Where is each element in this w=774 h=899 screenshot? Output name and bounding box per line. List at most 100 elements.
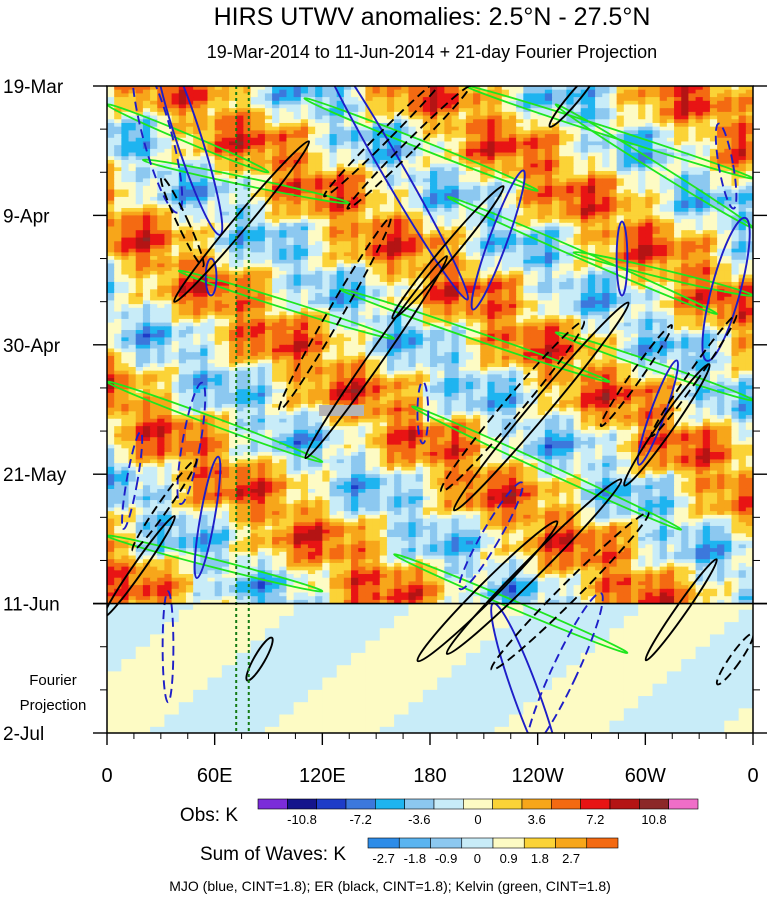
- anomaly-cell: [351, 115, 359, 120]
- anomaly-cell: [315, 93, 323, 98]
- anomaly-cell: [738, 230, 747, 235]
- anomaly-cell: [580, 256, 589, 261]
- anomaly-cell: [609, 204, 618, 209]
- anomaly-cell: [185, 219, 194, 224]
- anomaly-cell: [185, 256, 194, 261]
- anomaly-cell: [379, 285, 388, 290]
- anomaly-cell: [717, 233, 725, 239]
- anomaly-cell: [422, 233, 431, 239]
- anomaly-cell: [645, 111, 654, 117]
- anomaly-cell: [114, 159, 122, 165]
- anomaly-cell: [372, 86, 381, 91]
- anomaly-cell: [630, 152, 639, 157]
- anomaly-cell: [473, 130, 481, 135]
- anomaly-cell: [630, 93, 639, 98]
- anomaly-cell: [537, 182, 546, 187]
- anomaly-cell: [422, 126, 431, 131]
- anomaly-cell: [681, 130, 689, 135]
- anomaly-cell: [422, 252, 431, 257]
- anomaly-cell: [214, 274, 223, 279]
- anomaly-cell: [107, 108, 115, 113]
- anomaly-cell: [365, 259, 374, 265]
- anomaly-cell: [365, 211, 374, 216]
- anomaly-cell: [365, 252, 374, 257]
- anomaly-cell: [645, 152, 654, 157]
- anomaly-cell: [666, 189, 675, 194]
- anomaly-cell: [164, 174, 173, 180]
- anomaly-cell: [494, 156, 503, 161]
- anomaly-cell: [731, 252, 740, 257]
- anomaly-cell: [566, 100, 575, 106]
- anomaly-cell: [372, 289, 381, 294]
- anomaly-cell: [372, 97, 381, 102]
- anomaly-cell: [157, 233, 166, 239]
- anomaly-cell: [286, 152, 295, 157]
- anomaly-cell: [236, 189, 244, 194]
- anomaly-cell: [408, 237, 417, 242]
- anomaly-cell: [717, 86, 725, 91]
- anomaly-cell: [257, 100, 266, 106]
- anomaly-cell: [458, 193, 467, 198]
- anomaly-cell: [580, 141, 589, 146]
- anomaly-cell: [695, 211, 704, 216]
- anomaly-cell: [465, 119, 474, 124]
- anomaly-cell: [229, 163, 237, 168]
- anomaly-cell: [437, 244, 445, 250]
- anomaly-cell: [243, 185, 252, 191]
- anomaly-cell: [293, 115, 302, 120]
- anomaly-cell: [587, 204, 596, 209]
- anomaly-cell: [372, 270, 381, 276]
- anomaly-cell: [559, 233, 567, 239]
- anomaly-cell: [437, 256, 445, 261]
- anomaly-cell: [272, 122, 280, 128]
- anomaly-cell: [695, 137, 704, 143]
- anomaly-cell: [437, 178, 445, 183]
- anomaly-cell: [437, 278, 445, 283]
- anomaly-cell: [372, 274, 381, 279]
- anomaly-cell: [121, 252, 130, 257]
- anomaly-cell: [236, 208, 244, 213]
- anomaly-cell: [681, 119, 689, 124]
- anomaly-cell: [616, 156, 625, 161]
- anomaly-cell: [508, 119, 517, 124]
- anomaly-cell: [444, 174, 453, 180]
- anomaly-cell: [595, 104, 603, 109]
- anomaly-cell: [566, 111, 575, 117]
- anomaly-cell: [221, 204, 230, 209]
- anomaly-cell: [458, 274, 467, 279]
- anomaly-cell: [638, 267, 646, 272]
- anomaly-cell: [329, 270, 338, 276]
- anomaly-cell: [745, 115, 753, 120]
- anomaly-cell: [717, 215, 725, 220]
- anomaly-cell: [487, 159, 496, 165]
- anomaly-cell: [107, 204, 115, 209]
- anomaly-cell: [630, 208, 639, 213]
- anomaly-cell: [214, 104, 223, 109]
- anomaly-cell: [250, 130, 259, 135]
- anomaly-cell: [257, 289, 266, 294]
- anomaly-cell: [257, 248, 266, 253]
- anomaly-cell: [229, 230, 237, 235]
- anomaly-cell: [430, 211, 438, 216]
- anomaly-cell: [236, 159, 244, 165]
- anomaly-cell: [365, 100, 374, 106]
- anomaly-cell: [609, 100, 618, 106]
- anomaly-cell: [444, 233, 453, 239]
- anomaly-cell: [214, 267, 223, 272]
- anomaly-cell: [544, 126, 553, 131]
- anomaly-cell: [135, 185, 144, 191]
- anomaly-cell: [652, 196, 661, 202]
- anomaly-cell: [458, 167, 467, 172]
- anomaly-cell: [422, 182, 431, 187]
- anomaly-cell: [300, 256, 309, 261]
- anomaly-cell: [566, 233, 575, 239]
- anomaly-cell: [645, 119, 654, 124]
- anomaly-cell: [573, 86, 582, 91]
- anomaly-cell: [659, 270, 668, 276]
- anomaly-cell: [164, 163, 173, 168]
- anomaly-cell: [264, 122, 273, 128]
- anomaly-cell: [293, 148, 302, 154]
- anomaly-cell: [150, 97, 158, 102]
- anomaly-cell: [523, 130, 532, 135]
- anomaly-cell: [365, 145, 374, 150]
